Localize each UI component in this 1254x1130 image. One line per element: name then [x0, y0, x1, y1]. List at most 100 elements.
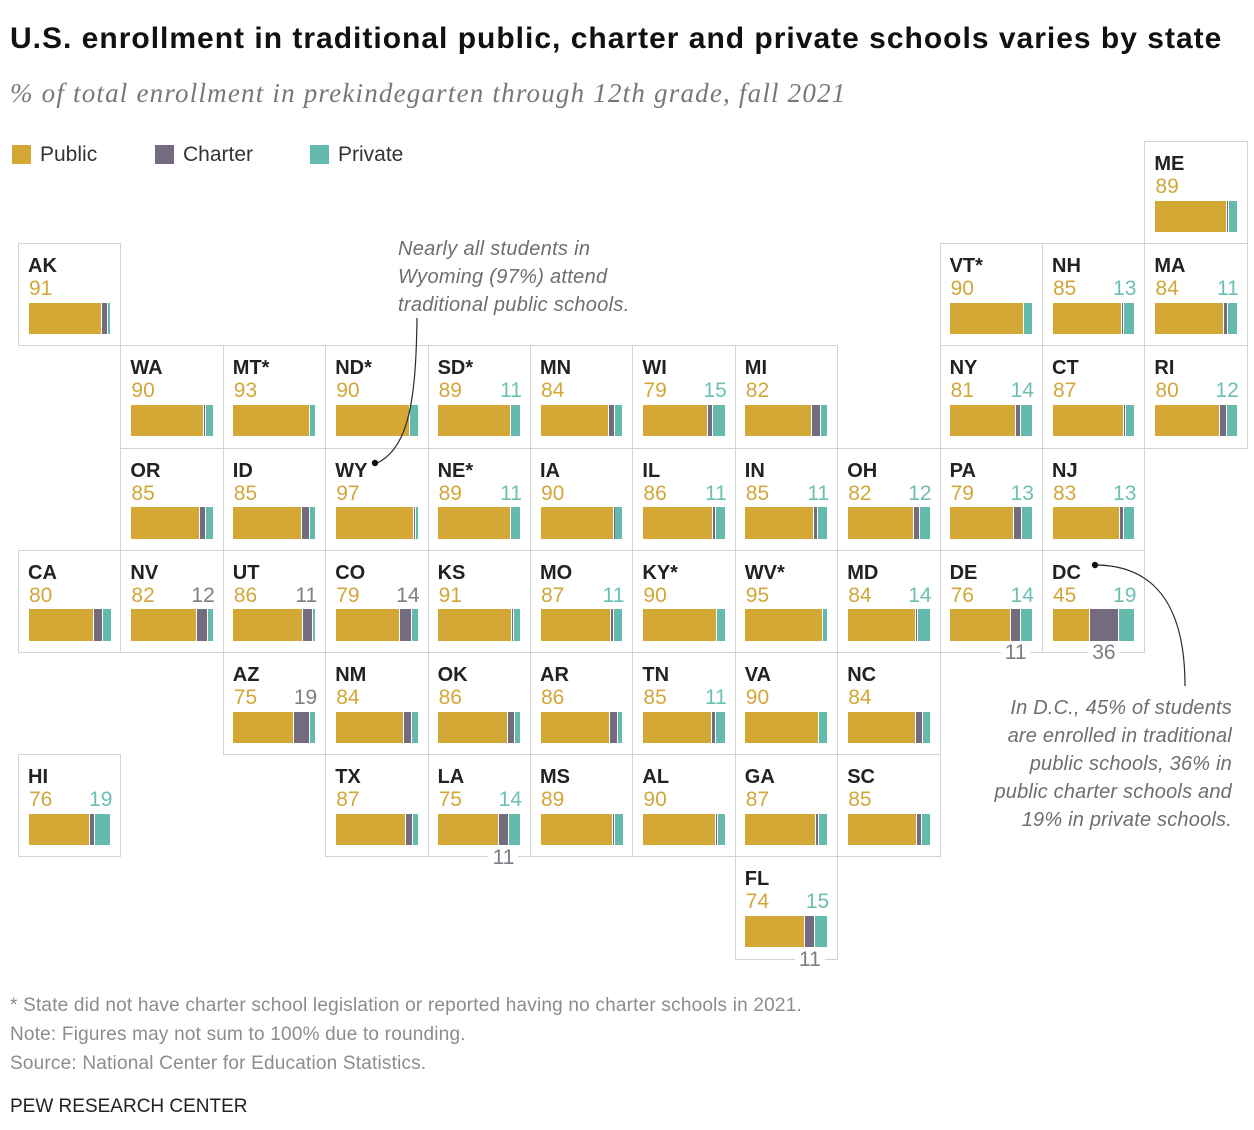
state-tile-me: ME 89 [1144, 141, 1248, 245]
bar-segment-private [412, 711, 418, 743]
bar-segment-public [642, 609, 716, 641]
bar-segment-private [1124, 507, 1135, 539]
bar-segment-public [130, 404, 203, 437]
state-label: KS [437, 561, 466, 584]
bar-segment-private [1023, 302, 1033, 335]
bar-segment-charter [916, 813, 922, 846]
bar-segment-private [1021, 507, 1033, 539]
data-label-public: 75 [438, 788, 462, 812]
bar-segment-charter [612, 813, 614, 846]
bar-segment-charter [203, 404, 205, 437]
state-tile-al: AL 90 [632, 754, 736, 858]
bar-segment-charter [399, 609, 412, 641]
bar-segment-private [312, 609, 316, 641]
bar-segment-charter [711, 711, 716, 743]
bar-segment-charter [294, 711, 310, 743]
bar-segment-charter [610, 711, 617, 743]
bar-segment-public [745, 915, 805, 948]
bar-segment-private [818, 507, 828, 539]
bar-segment-private [823, 609, 828, 641]
state-tile-ne: NE* 89 11 [427, 447, 531, 551]
bar-segment-public [335, 507, 414, 539]
data-label-charter: 12 [191, 583, 215, 607]
bar-segment-public [335, 404, 409, 437]
state-tile-mi: MI 82 [734, 345, 839, 449]
data-label-public: 93 [233, 379, 258, 403]
state-tile-nj: NJ 83 13 [1042, 447, 1146, 551]
bar-segment-public [335, 813, 406, 846]
state-tile-nm: NM 84 [325, 652, 429, 756]
bar-segment-private [815, 915, 828, 948]
bar-segment-private [515, 711, 521, 743]
state-tile-ar: AR 86 [530, 652, 634, 756]
state-tile-nc: NC 84 [837, 652, 941, 756]
state-label: CO [335, 561, 366, 584]
state-tile-ky: KY* 90 [632, 549, 736, 653]
bar-segment-private [310, 507, 316, 539]
state-tile-ma: MA 84 11 [1144, 243, 1248, 347]
state-tile-la: LA 75 14 11 [427, 754, 531, 868]
state-label: MN [540, 357, 572, 380]
state-tile-ut: UT 86 11 [222, 549, 327, 653]
state-tile-ks: KS 91 [427, 549, 531, 653]
bar-segment-public [28, 813, 90, 846]
data-label-charter: 36 [1088, 642, 1120, 664]
annotation-line: traditional public schools. [398, 294, 630, 316]
bar-segment-private [412, 609, 418, 641]
data-label-public: 79 [950, 481, 974, 505]
data-label-public: 84 [848, 686, 872, 709]
data-label-public: 76 [950, 583, 974, 607]
bar-segment-charter [507, 711, 515, 743]
bar-segment-private [820, 404, 828, 437]
data-label-private: 11 [704, 481, 727, 505]
data-label-public: 86 [541, 686, 565, 709]
bar-segment-private [922, 813, 930, 846]
legend-swatch-charter [155, 145, 174, 164]
bar-segment-charter [1014, 507, 1021, 539]
bar-segment-private [1227, 404, 1237, 437]
annotation-line: 19% in private schools. [1021, 809, 1232, 831]
bar-segment-public [1154, 404, 1219, 437]
bar-segment-private [416, 507, 418, 539]
bar-segment-public [745, 813, 815, 846]
bar-segment-private [819, 813, 828, 846]
data-label-charter: 19 [293, 686, 318, 709]
state-label: DE [949, 561, 978, 584]
data-label-public: 80 [29, 583, 53, 607]
bar-segment-public [438, 711, 507, 743]
bar-segment-private [1228, 302, 1237, 335]
data-label-public: 84 [336, 686, 360, 709]
legend-swatch-public [12, 145, 31, 164]
state-tile-wv: WV* 95 [734, 549, 839, 653]
state-tile-mt: MT* 93 [222, 345, 327, 449]
state-label: AZ [232, 664, 260, 686]
state-label: VT* [949, 255, 983, 278]
data-label-public: 75 [233, 686, 258, 709]
state-label: TN [642, 664, 670, 686]
data-label-public: 82 [131, 583, 155, 607]
legend-label-charter: Charter [183, 143, 254, 166]
bar-segment-private [819, 711, 828, 743]
state-label: VA [744, 664, 772, 686]
bar-segment-private [1124, 302, 1135, 335]
state-tile-ri: RI 80 12 [1144, 345, 1248, 449]
state-label: NJ [1052, 459, 1078, 482]
bar-segment-public [1052, 404, 1123, 437]
bar-segment-charter [303, 609, 312, 641]
bar-segment-public [950, 302, 1023, 335]
state-label: OK [437, 664, 468, 686]
bar-segment-public [438, 813, 499, 846]
data-label-private: 14 [1010, 379, 1034, 403]
state-label: PA [949, 459, 976, 482]
state-label: CA [28, 561, 57, 584]
bar-segment-public [540, 507, 613, 539]
data-label-public: 86 [438, 686, 462, 709]
data-label-public: 97 [336, 481, 360, 505]
annotation-line: In D.C., 45% of students [1010, 697, 1232, 719]
data-label-public: 91 [29, 277, 53, 301]
bar-segment-private [615, 507, 623, 539]
data-label-public: 87 [336, 788, 360, 812]
chart-subtitle: % of total enrollment in prekindegarten … [10, 78, 847, 108]
data-label-public: 85 [1053, 277, 1077, 301]
state-label: NV [130, 561, 159, 584]
